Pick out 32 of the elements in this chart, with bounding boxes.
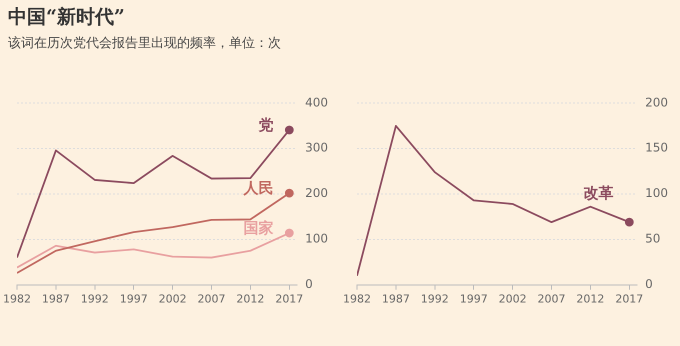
x-tick-label: 1982 [342,292,371,306]
chart-subtitle: 该词在历次党代会报告里出现的频率，单位：次 [8,35,281,52]
y-tick-label: 300 [305,140,328,155]
y-tick-label: 50 [645,232,660,246]
y-tick-label: 200 [305,186,328,200]
y-tick-label: 400 [305,95,328,110]
x-tick-label: 2012 [236,292,264,306]
x-tick-label: 2007 [198,292,226,306]
y-tick-label: 100 [645,186,668,200]
x-tick-label: 1992 [420,292,449,306]
x-tick-label: 1992 [80,292,109,306]
x-tick-label: 2012 [576,292,604,306]
series-label: 党 [257,116,274,134]
x-tick-label: 1987 [42,292,70,306]
x-tick-label: 1997 [460,292,488,306]
x-tick-label: 1997 [120,292,148,306]
y-tick-label: 0 [645,276,653,291]
x-tick-label: 2002 [498,292,527,306]
x-tick-label: 1982 [2,292,31,306]
y-tick-label: 200 [645,95,668,110]
x-tick-label: 2017 [275,292,304,306]
x-tick-label: 2017 [615,292,644,306]
x-tick-label: 2002 [158,292,187,306]
y-tick-label: 150 [645,140,668,155]
chart-title: 中国“新时代” [8,5,125,30]
x-tick-label: 1987 [382,292,410,306]
y-tick-label: 0 [305,276,313,291]
series-label: 人民 [242,178,274,197]
series-label: 改革 [583,184,614,202]
series-label: 国家 [243,218,274,237]
y-tick-label: 100 [305,232,328,246]
x-tick-label: 2007 [538,292,566,306]
